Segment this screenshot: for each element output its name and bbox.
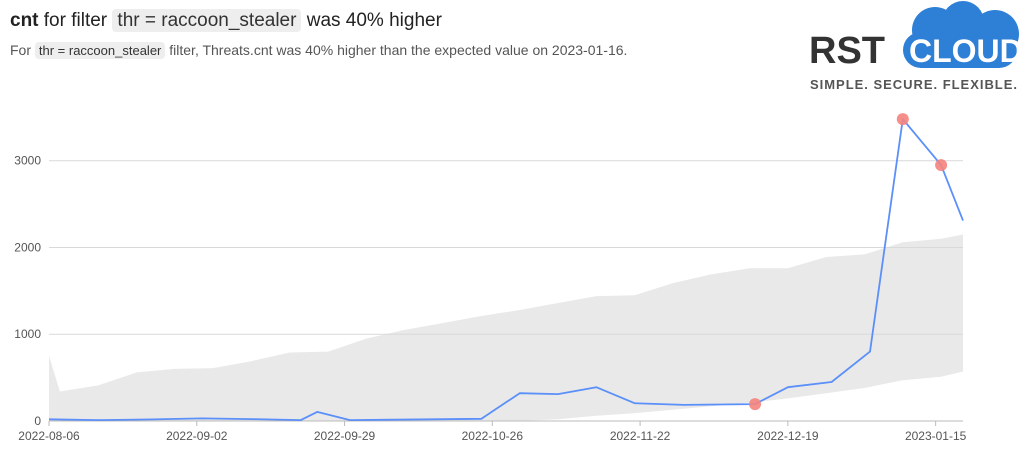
y-tick-label-3000: 3000	[14, 154, 41, 168]
logo-tagline: SIMPLE. SECURE. FLEXIBLE.	[810, 77, 1017, 92]
subtitle-prefix: For	[10, 42, 31, 58]
logo-word-rst: RST	[809, 30, 885, 72]
anomaly-point-2022-12-13	[749, 398, 762, 411]
y-tick-label-0: 0	[34, 414, 41, 428]
expected-range-band	[49, 234, 963, 421]
chart-title: cnt for filter thr = raccoon_stealer was…	[10, 9, 442, 32]
cloud-shape-icon	[903, 1, 1019, 68]
x-tick-label-2022-09-29: 2022-09-29	[314, 429, 376, 443]
expected-band-area	[49, 234, 963, 421]
subtitle-text: filter, Threats.cnt was 40% higher than …	[169, 42, 628, 58]
title-tail: was 40% higher	[306, 10, 442, 31]
series-line-layer	[48, 118, 964, 421]
y-axis-ticks: 0 1000 2000 3000	[14, 154, 41, 428]
x-tick-label-2022-12-19: 2022-12-19	[757, 429, 819, 443]
subtitle-filter-chip: thr = raccoon_stealer	[34, 42, 166, 59]
title-metric: cnt	[10, 10, 39, 31]
anomaly-markers	[749, 113, 948, 411]
x-tick-label-2022-08-06: 2022-08-06	[18, 429, 80, 443]
anomaly-point-2023-01-16	[935, 159, 948, 172]
logo-word-cloud: CLOUD	[909, 33, 1023, 69]
gridlines	[49, 160, 963, 422]
y-tick-label-2000: 2000	[14, 240, 41, 254]
x-tick-label-2022-09-02: 2022-09-02	[166, 429, 228, 443]
x-tick-label-2023-01-15: 2023-01-15	[905, 429, 967, 443]
series-line	[48, 118, 964, 421]
x-axis-ticks: 2022-08-06 2022-09-02 2022-09-29 2022-10-26…	[18, 421, 967, 443]
anomaly-point-2023-01-09	[896, 113, 909, 126]
chart-subtitle: For thr = raccoon_stealer filter, Threat…	[10, 42, 628, 59]
title-for-filter: for filter	[43, 10, 108, 31]
x-tick-label-2022-11-22: 2022-11-22	[610, 429, 671, 443]
x-tick-label-2022-10-26: 2022-10-26	[462, 429, 524, 443]
title-filter-chip: thr = raccoon_stealer	[112, 9, 302, 32]
y-tick-label-1000: 1000	[14, 327, 41, 341]
rst-cloud-logo: RST CLOUD SIMPLE. SECURE. FLEXIBLE.	[809, 1, 1023, 92]
